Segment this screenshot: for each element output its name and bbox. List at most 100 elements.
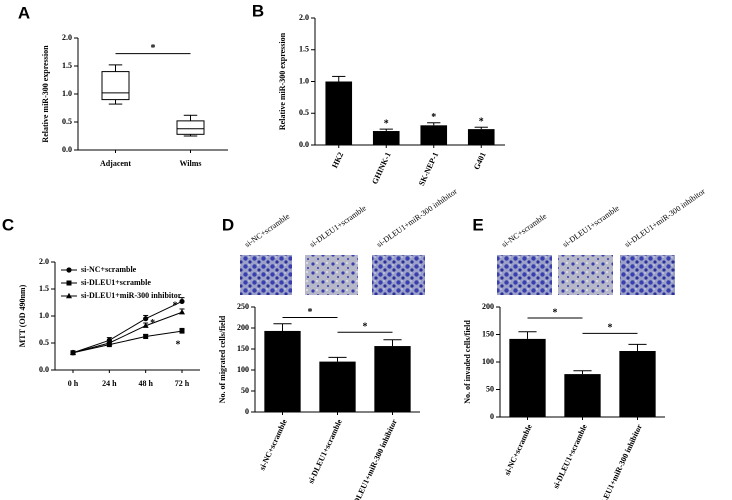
- y-tick-label: 150: [482, 329, 494, 338]
- significance: *: [173, 301, 178, 312]
- y-tick-label: 2.0: [39, 257, 49, 266]
- x-tick-label: 48 h: [138, 379, 153, 388]
- box: [176, 120, 205, 135]
- significance: *: [431, 112, 436, 123]
- x-tick-label: HK2: [330, 151, 345, 170]
- image-label: si-DLEU1+scramble: [561, 203, 621, 249]
- significance: *: [308, 307, 313, 318]
- point: [143, 316, 149, 322]
- bar: [264, 330, 301, 412]
- y-axis-label: Relative miR-300 expression: [278, 32, 287, 130]
- point: [179, 309, 185, 315]
- bar: [420, 125, 448, 145]
- y-tick-label: 250: [237, 302, 249, 311]
- bar: [619, 351, 656, 417]
- significance: *: [363, 321, 368, 332]
- y-tick-label: 1.5: [299, 45, 309, 54]
- micrograph: [620, 255, 675, 295]
- legend-label: si-DLEU1+scramble: [81, 278, 151, 287]
- y-tick-label: 100: [482, 357, 494, 366]
- bar: [374, 346, 411, 412]
- panel-letter: A: [18, 3, 30, 22]
- micrograph: [497, 255, 552, 295]
- micrographs-d: [240, 255, 425, 295]
- x-tick-label: si-DLEU1+scramble: [306, 417, 344, 485]
- y-tick-label: 0.0: [39, 365, 49, 374]
- y-tick-label: 0.5: [39, 338, 49, 347]
- y-axis-label: No. of invaded cells/field: [463, 320, 472, 404]
- panel-letter: C: [2, 215, 14, 234]
- image-label: si-DLEU1+miR-300 inhibitor: [375, 187, 459, 250]
- x-tick-label: G401: [472, 151, 488, 171]
- series-line: [72, 311, 183, 354]
- legend-marker: [66, 280, 72, 286]
- y-tick-label: 150: [237, 344, 249, 353]
- x-tick-label: si-DLEU1+scramble: [551, 422, 589, 490]
- legend-marker: [66, 267, 72, 273]
- micrograph: [558, 255, 613, 295]
- micrograph: [240, 255, 292, 295]
- image-label: si-DLEU1+miR-300 inhibitor: [623, 187, 707, 250]
- x-tick-label: si-DLEU1+miR-300 inhibitor: [593, 422, 644, 500]
- significance: *: [150, 318, 155, 329]
- y-tick-label: 100: [237, 365, 249, 374]
- bar: [325, 81, 353, 145]
- panel-letter: B: [252, 1, 264, 20]
- y-tick-label: 0: [490, 412, 494, 421]
- bar: [467, 129, 495, 145]
- y-axis-label: MTT (OD 490nm): [18, 284, 27, 347]
- x-tick-label: GHINK-1: [370, 151, 393, 186]
- y-tick-label: 1.0: [299, 76, 309, 85]
- bar: [372, 131, 400, 145]
- image-label: si-NC+scramble: [500, 211, 549, 249]
- point: [70, 349, 76, 355]
- y-tick-label: 2.0: [299, 13, 309, 22]
- micrograph: [305, 255, 358, 295]
- legend-marker: [66, 292, 72, 299]
- significance: *: [384, 118, 389, 129]
- y-tick-label: 2.0: [62, 33, 72, 42]
- y-tick-label: 50: [241, 386, 249, 395]
- y-tick-label: 0.5: [62, 117, 72, 126]
- y-tick-label: 1.5: [39, 284, 49, 293]
- y-tick-label: 1.0: [39, 311, 49, 320]
- x-tick-label: si-NC+scramble: [257, 417, 289, 471]
- image-label: si-DLEU1+scramble: [308, 203, 368, 249]
- point: [179, 328, 185, 334]
- y-tick-label: 1.0: [62, 89, 72, 98]
- y-tick-label: 50: [486, 384, 494, 393]
- point: [143, 334, 149, 340]
- bar: [509, 338, 546, 417]
- significance: *: [553, 307, 558, 318]
- y-axis-label: Relative miR-300 expression: [41, 45, 50, 143]
- panel-letter: E: [472, 215, 483, 234]
- y-axis-label: No. of migrated cells/field: [218, 315, 227, 403]
- significance: *: [176, 339, 181, 350]
- panel-letter: D: [222, 215, 234, 234]
- x-tick-label: 0 h: [68, 379, 79, 388]
- x-tick-label: 72 h: [175, 379, 190, 388]
- y-tick-label: 0.0: [299, 140, 309, 149]
- significance: *: [608, 323, 613, 334]
- x-tick-label: SK-NEP-1: [417, 151, 440, 187]
- x-tick-label: Adjacent: [100, 159, 131, 168]
- legend-label: si-NC+scramble: [81, 265, 137, 274]
- bar: [564, 374, 601, 417]
- series-line: [72, 300, 183, 354]
- y-tick-label: 200: [237, 323, 249, 332]
- micrograph: [372, 255, 425, 295]
- image-label: si-NC+scramble: [243, 211, 292, 249]
- point: [142, 322, 149, 328]
- point: [106, 339, 113, 346]
- y-tick-label: 0.5: [299, 108, 309, 117]
- legend-label: si-DLEU1+miR-300 inhibitor: [81, 291, 182, 300]
- significance: *: [479, 117, 484, 128]
- y-tick-label: 1.5: [62, 61, 72, 70]
- box: [101, 71, 130, 101]
- series-line: [72, 330, 183, 354]
- y-tick-label: 200: [482, 302, 494, 311]
- x-tick-label: Wilms: [179, 159, 201, 168]
- significance: *: [151, 43, 156, 54]
- point: [179, 298, 185, 305]
